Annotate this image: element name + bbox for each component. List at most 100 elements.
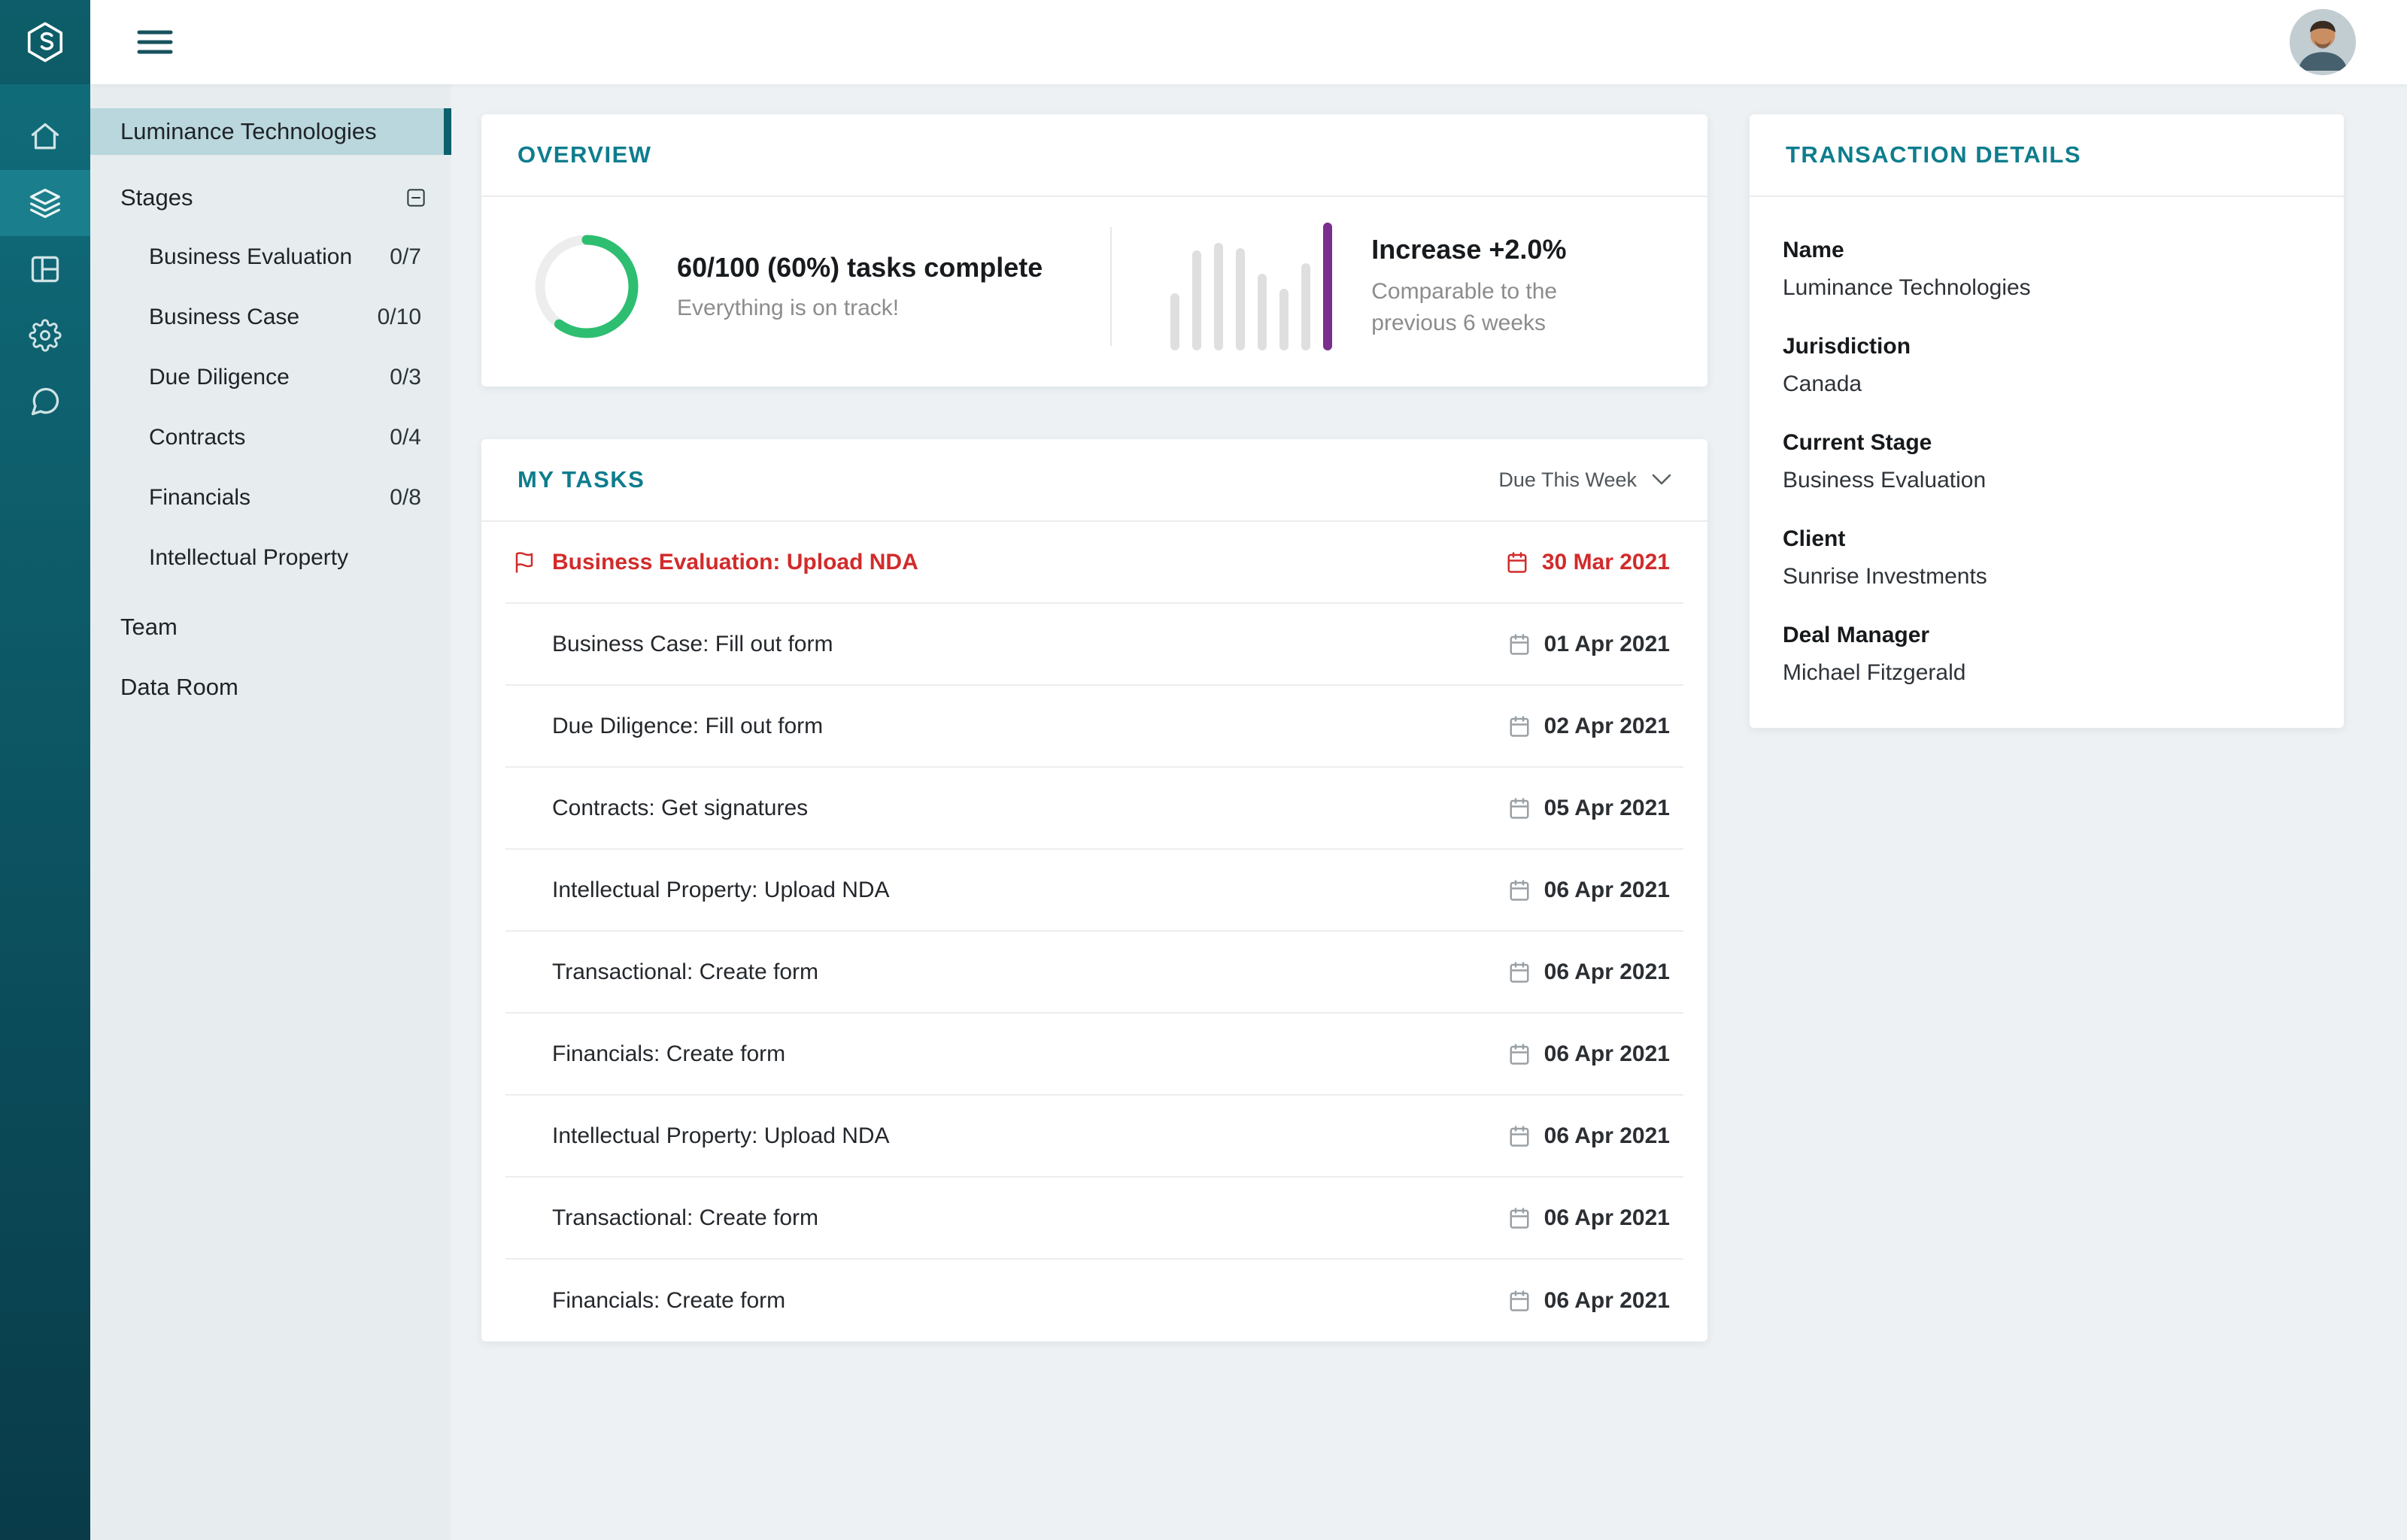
stage-label: Due Diligence [149, 365, 290, 390]
my-tasks-card-header: MY TASKS Due This Week [481, 439, 1707, 522]
task-row[interactable]: Business Case: Fill out form 01 Apr 2021 [505, 604, 1683, 686]
details-fields: Name Luminance Technologies Jurisdiction… [1750, 197, 2344, 728]
calendar-icon [1510, 961, 1529, 983]
sidebar-item-project[interactable]: Luminance Technologies [90, 108, 451, 155]
logo-hexagon-icon [27, 22, 63, 62]
task-row[interactable]: Intellectual Property: Upload NDA 06 Apr… [505, 1096, 1683, 1178]
stage-count: 0/8 [390, 485, 421, 510]
trend-bar [1258, 274, 1267, 350]
rail-settings-button[interactable] [0, 302, 90, 368]
trend-subtext: Comparable to the previous 6 weeks [1371, 279, 1558, 335]
luminance-logo[interactable] [0, 0, 90, 84]
main-content: OVERVIEW 60/100 (60%) tasks complete Eve… [451, 84, 2407, 1540]
rail-messages-button[interactable] [0, 368, 90, 435]
task-list: Business Evaluation: Upload NDA 30 Mar 2… [481, 522, 1707, 1341]
trend-bar [1279, 289, 1289, 350]
detail-field: Deal Manager Michael Fitzgerald [1783, 623, 2311, 686]
nav-rail [0, 0, 90, 1540]
task-date-text: 06 Apr 2021 [1543, 1287, 1670, 1313]
sidebar-stage-item[interactable]: Business Evaluation 0/7 [90, 227, 451, 287]
calendar-icon [1510, 1290, 1529, 1311]
detail-field-value: Sunrise Investments [1783, 564, 1987, 589]
stage-label: Business Case [149, 305, 300, 329]
sidebar-stage-item[interactable]: Due Diligence 0/3 [90, 347, 451, 408]
detail-field: Current Stage Business Evaluation [1783, 430, 2311, 493]
sidebar-stage-item[interactable]: Intellectual Property [90, 528, 451, 588]
rail-stages-button[interactable] [0, 170, 90, 236]
task-date-text: 06 Apr 2021 [1543, 877, 1670, 902]
chat-icon [31, 387, 59, 416]
detail-field-value: Business Evaluation [1783, 468, 1987, 493]
task-label: Intellectual Property: Upload NDA [552, 877, 890, 902]
calendar-icon [1510, 1043, 1529, 1065]
flag-icon [513, 551, 552, 574]
rail-home-button[interactable] [0, 104, 90, 170]
transaction-details-title: TRANSACTION DETAILS [1786, 141, 2082, 168]
tasks-complete-subtext: Everything is on track! [677, 296, 900, 320]
collapse-stages-button[interactable] [405, 186, 427, 209]
task-date-text: 01 Apr 2021 [1543, 631, 1670, 656]
task-row[interactable]: Due Diligence: Fill out form 02 Apr 2021 [505, 686, 1683, 768]
calendar-icon [1510, 1125, 1529, 1147]
due-this-week-filter[interactable]: Due This Week [1498, 468, 1671, 492]
task-label: Business Case: Fill out form [552, 631, 833, 656]
task-label: Due Diligence: Fill out form [552, 713, 824, 738]
top-bar [90, 0, 2407, 84]
tasks-complete-headline: 60/100 (60%) tasks complete [677, 252, 1043, 283]
task-due: 06 Apr 2021 [1508, 959, 1676, 985]
task-row[interactable]: Financials: Create form 06 Apr 2021 [505, 1260, 1683, 1341]
task-due: 30 Mar 2021 [1506, 550, 1676, 575]
detail-field-label: Current Stage [1783, 430, 1932, 455]
my-tasks-title: MY TASKS [518, 466, 645, 493]
task-row[interactable]: Transactional: Create form 06 Apr 2021 [505, 932, 1683, 1014]
transaction-details-card: TRANSACTION DETAILS Name Luminance Techn… [1750, 114, 2344, 728]
task-due: 05 Apr 2021 [1508, 796, 1676, 821]
sidebar-stage-item[interactable]: Contracts 0/4 [90, 408, 451, 468]
task-due: 06 Apr 2021 [1508, 1123, 1676, 1149]
task-row[interactable]: Business Evaluation: Upload NDA 30 Mar 2… [505, 522, 1683, 604]
calendar-icon [1510, 1207, 1529, 1229]
detail-field-value: Michael Fitzgerald [1783, 660, 1966, 685]
task-row[interactable]: Financials: Create form 06 Apr 2021 [505, 1014, 1683, 1096]
task-due: 06 Apr 2021 [1508, 1205, 1676, 1231]
stages-label: Stages [120, 184, 193, 211]
task-label: Intellectual Property: Upload NDA [552, 1123, 890, 1148]
sidebar-stage-item[interactable]: Financials 0/8 [90, 468, 451, 528]
stage-count: 0/4 [390, 425, 421, 450]
task-label: Financials: Create form [552, 1041, 786, 1066]
overview-card: OVERVIEW 60/100 (60%) tasks complete Eve… [481, 114, 1707, 387]
task-date-text: 05 Apr 2021 [1543, 795, 1670, 820]
sidebar-item-team[interactable]: Team [90, 597, 451, 657]
detail-field-label: Deal Manager [1783, 623, 1930, 647]
calendar-icon [1510, 797, 1529, 819]
trend-bar-highlight [1323, 223, 1333, 350]
calendar-icon [1510, 879, 1529, 901]
detail-field-label: Name [1783, 238, 1844, 262]
task-date-text: 06 Apr 2021 [1543, 1205, 1670, 1230]
progress-donut [535, 235, 639, 338]
sidebar-stages-header[interactable]: Stages [90, 168, 451, 227]
detail-field-value: Luminance Technologies [1783, 275, 2031, 300]
trend-bar [1170, 293, 1180, 350]
stage-label: Financials [149, 485, 251, 510]
task-due: 06 Apr 2021 [1508, 1041, 1676, 1067]
home-icon [31, 123, 59, 150]
stage-count: 0/7 [390, 244, 421, 269]
sidebar-item-data-room[interactable]: Data Room [90, 657, 451, 717]
trend-headline: Increase +2.0% [1371, 234, 1567, 265]
task-due: 02 Apr 2021 [1508, 714, 1676, 739]
hamburger-icon [137, 30, 173, 54]
layers-icon [30, 188, 60, 218]
filter-label: Due This Week [1498, 468, 1637, 491]
sidebar-stage-item[interactable]: Business Case 0/10 [90, 287, 451, 347]
user-avatar[interactable] [2290, 9, 2356, 75]
trend-bar [1192, 250, 1202, 350]
chevron-down-icon [1652, 474, 1671, 485]
task-row[interactable]: Intellectual Property: Upload NDA 06 Apr… [505, 850, 1683, 932]
rail-board-button[interactable] [0, 236, 90, 302]
hamburger-menu-button[interactable] [137, 29, 173, 56]
task-label: Transactional: Create form [552, 959, 819, 984]
task-row[interactable]: Contracts: Get signatures 05 Apr 2021 [505, 768, 1683, 850]
task-row[interactable]: Transactional: Create form 06 Apr 2021 [505, 1178, 1683, 1260]
trend-bar [1236, 248, 1246, 350]
